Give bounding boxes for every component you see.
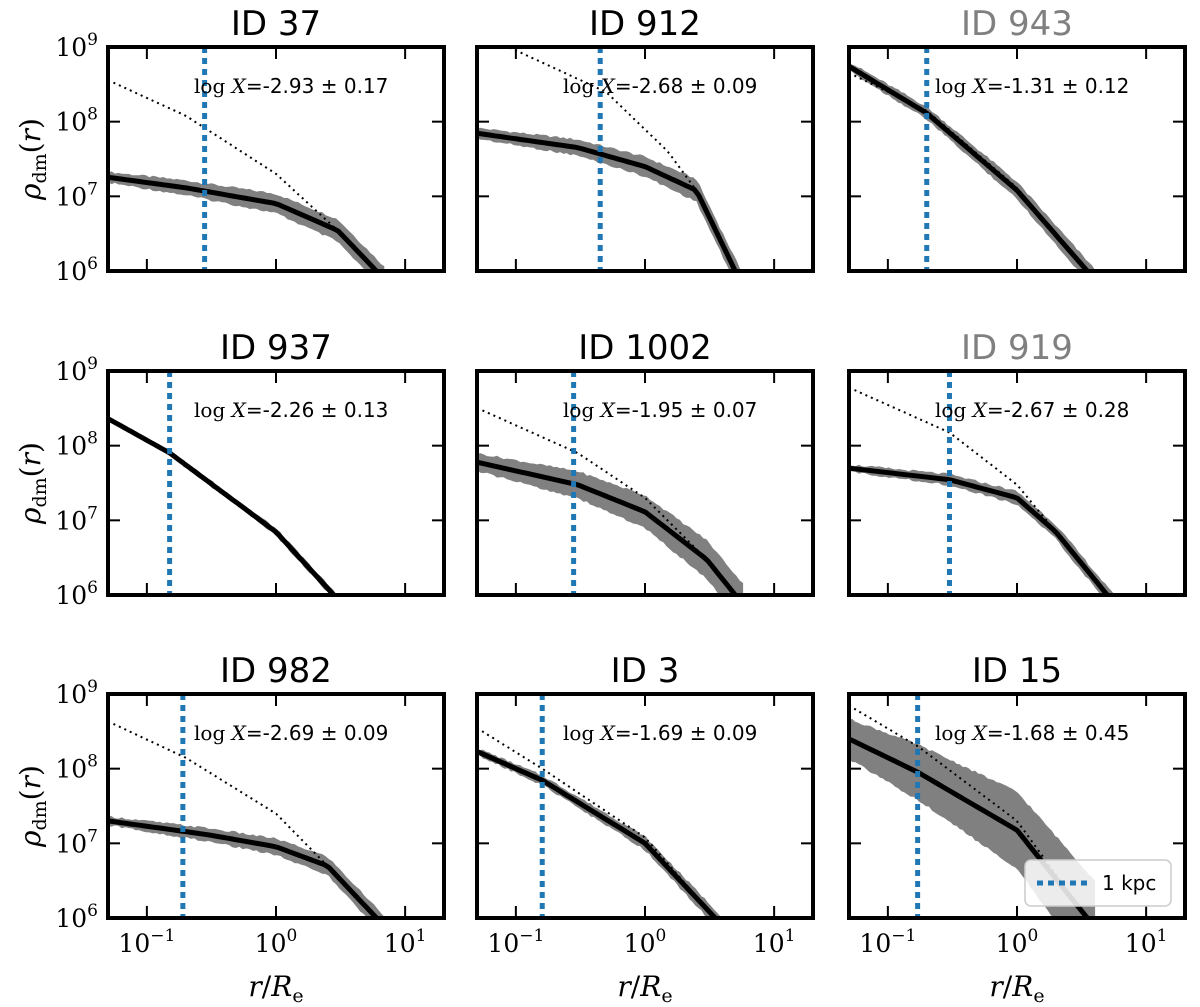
median-profile-line bbox=[849, 465, 1111, 595]
logx-annotation: log X=-1.69 ± 0.09 bbox=[563, 721, 757, 745]
logx-annotation: log X=-1.31 ± 0.12 bbox=[935, 74, 1129, 98]
median-profile-line bbox=[477, 459, 739, 595]
panel-title: ID 943 bbox=[961, 4, 1073, 44]
plot-area bbox=[108, 694, 385, 918]
uncertainty-band bbox=[108, 171, 385, 271]
panel-id-912: ID 912 log X=-2.68 ± 0.09 bbox=[475, 4, 815, 273]
plot-area bbox=[477, 371, 744, 595]
panel-title: ID 937 bbox=[220, 328, 332, 368]
logx-annotation: log X=-1.68 ± 0.45 bbox=[935, 721, 1129, 745]
panel-id-919: ID 919 log X=-2.67 ± 0.28 bbox=[847, 328, 1187, 597]
y-axis-label: ρdm(r) bbox=[14, 765, 51, 848]
median-profile-line bbox=[477, 130, 739, 271]
y-tick-label: 108 bbox=[55, 429, 98, 461]
y-tick-label: 107 bbox=[55, 179, 98, 211]
panel-title: ID 919 bbox=[961, 328, 1073, 368]
uncertainty-band bbox=[477, 127, 741, 271]
panel-id-982: ID 982 log X=-2.69 ± 0.09 106 107 108 109 10−1… bbox=[55, 651, 446, 958]
y-tick-label: 106 bbox=[55, 578, 98, 610]
logx-annotation: log X=-2.68 ± 0.09 bbox=[563, 74, 757, 98]
uncertainty-band bbox=[108, 417, 338, 595]
logx-annotation: log X=-1.95 ± 0.07 bbox=[563, 398, 757, 422]
panel-id-943: ID 943 log X=-1.31 ± 0.12 bbox=[847, 4, 1187, 273]
panel-id-15: ID 15 log X=-1.68 ± 0.45 10−1 100 101 1 kpc bbox=[847, 651, 1187, 958]
plot-area bbox=[477, 47, 741, 271]
plot-area bbox=[477, 694, 724, 918]
logx-annotation: log X=-2.26 ± 0.13 bbox=[194, 398, 388, 422]
panel-title: ID 982 bbox=[220, 651, 332, 691]
x-tick-label: 10−1 bbox=[118, 926, 175, 958]
uncertainty-band bbox=[849, 63, 1096, 271]
model-profile-line bbox=[506, 47, 698, 191]
y-tick-label: 109 bbox=[55, 30, 98, 62]
plot-area bbox=[849, 47, 1096, 271]
y-axis-label: ρdm(r) bbox=[14, 118, 51, 201]
panel-title: ID 912 bbox=[589, 4, 701, 44]
y-tick-label: 109 bbox=[55, 354, 98, 386]
median-profile-line bbox=[849, 64, 1091, 271]
x-tick-label: 10−1 bbox=[487, 926, 544, 958]
y-tick-label: 107 bbox=[55, 826, 98, 858]
model-profile-line bbox=[849, 386, 1057, 533]
y-tick-label: 107 bbox=[55, 503, 98, 535]
median-profile-line bbox=[108, 174, 380, 271]
legend-box bbox=[1024, 859, 1172, 907]
y-tick-label: 109 bbox=[55, 677, 98, 709]
panel-title: ID 3 bbox=[611, 651, 680, 691]
legend: 1 kpc bbox=[1024, 859, 1172, 907]
x-axis-label: r/Re bbox=[248, 970, 303, 1007]
y-axis-label: ρdm(r) bbox=[14, 442, 51, 525]
x-axis-label: r/Re bbox=[617, 970, 672, 1007]
panel-title: ID 15 bbox=[972, 651, 1062, 691]
x-tick-label: 101 bbox=[1125, 926, 1168, 958]
x-tick-label: 101 bbox=[384, 926, 427, 958]
panel-id-937: ID 937 log X=-2.26 ± 0.13 106 107 108 109 bbox=[55, 328, 446, 610]
uncertainty-band bbox=[477, 453, 744, 595]
model-profile-line bbox=[477, 406, 708, 561]
logx-annotation: log X=-2.69 ± 0.09 bbox=[194, 721, 388, 745]
panel-id-3: ID 3 log X=-1.69 ± 0.09 10−1 100 101 bbox=[475, 651, 815, 958]
median-profile-line bbox=[108, 416, 338, 595]
plot-area bbox=[108, 47, 385, 271]
x-tick-label: 100 bbox=[996, 926, 1039, 958]
x-axis-label: r/Re bbox=[989, 970, 1044, 1007]
median-profile-line bbox=[477, 749, 719, 918]
x-tick-label: 10−1 bbox=[859, 926, 916, 958]
median-profile-line bbox=[108, 818, 380, 918]
model-profile-line bbox=[108, 419, 335, 595]
uncertainty-band bbox=[477, 748, 724, 918]
plot-area bbox=[108, 371, 338, 595]
legend-label: 1 kpc bbox=[1102, 871, 1156, 895]
panel-id-1002: ID 1002 log X=-1.95 ± 0.07 bbox=[475, 328, 815, 597]
y-tick-label: 106 bbox=[55, 254, 98, 286]
panel-title: ID 1002 bbox=[578, 328, 712, 368]
x-tick-label: 101 bbox=[753, 926, 796, 958]
logx-annotation: log X=-2.93 ± 0.17 bbox=[194, 74, 388, 98]
model-profile-line bbox=[108, 79, 339, 232]
y-tick-label: 108 bbox=[55, 105, 98, 137]
panel-id-37: ID 37 log X=-2.93 ± 0.17 106 107 108 109 bbox=[55, 4, 446, 286]
plot-area bbox=[849, 371, 1115, 595]
y-tick-label: 106 bbox=[55, 901, 98, 933]
model-profile-line bbox=[849, 71, 1089, 271]
model-profile-line bbox=[477, 727, 717, 918]
logx-annotation: log X=-2.67 ± 0.28 bbox=[935, 398, 1129, 422]
x-tick-label: 100 bbox=[624, 926, 667, 958]
x-tick-label: 100 bbox=[255, 926, 298, 958]
panel-title: ID 37 bbox=[231, 4, 321, 44]
y-tick-label: 108 bbox=[55, 752, 98, 784]
